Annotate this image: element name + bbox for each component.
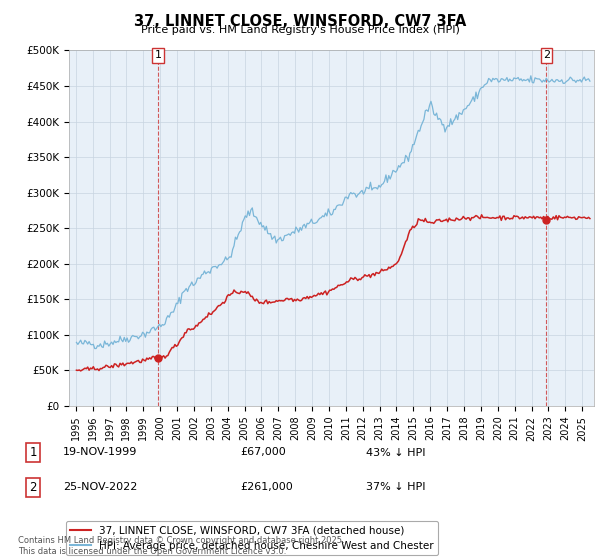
Text: 1: 1 [155, 50, 161, 60]
Text: Price paid vs. HM Land Registry's House Price Index (HPI): Price paid vs. HM Land Registry's House … [140, 25, 460, 35]
Text: 2: 2 [543, 50, 550, 60]
Text: 37, LINNET CLOSE, WINSFORD, CW7 3FA: 37, LINNET CLOSE, WINSFORD, CW7 3FA [134, 14, 466, 29]
Text: £67,000: £67,000 [240, 447, 286, 458]
Legend: 37, LINNET CLOSE, WINSFORD, CW7 3FA (detached house), HPI: Average price, detach: 37, LINNET CLOSE, WINSFORD, CW7 3FA (det… [66, 521, 438, 555]
Text: £261,000: £261,000 [240, 482, 293, 492]
Text: 19-NOV-1999: 19-NOV-1999 [63, 447, 137, 458]
Text: 43% ↓ HPI: 43% ↓ HPI [366, 447, 425, 458]
Text: 37% ↓ HPI: 37% ↓ HPI [366, 482, 425, 492]
Text: 1: 1 [29, 446, 37, 459]
Text: 2: 2 [29, 480, 37, 494]
Text: 25-NOV-2022: 25-NOV-2022 [63, 482, 137, 492]
Text: Contains HM Land Registry data © Crown copyright and database right 2025.
This d: Contains HM Land Registry data © Crown c… [18, 536, 344, 556]
